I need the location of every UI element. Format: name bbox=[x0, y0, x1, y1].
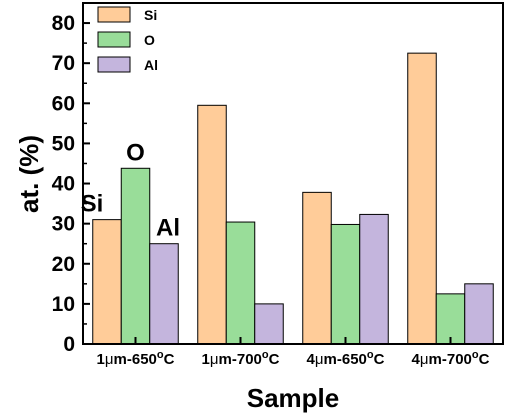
bar-o-2 bbox=[225, 221, 256, 345]
x-tick-label: 1μm-650oC bbox=[97, 349, 175, 368]
bar-al-3 bbox=[359, 213, 389, 345]
annotation-al: Al bbox=[156, 215, 180, 242]
x-axis-title: Sample bbox=[247, 383, 340, 413]
annotation-si: Si bbox=[81, 191, 104, 218]
y-tick-label: 40 bbox=[52, 173, 75, 196]
bar-o-1 bbox=[120, 167, 151, 345]
annotation-o: O bbox=[126, 139, 145, 166]
y-tick-label: 60 bbox=[52, 92, 75, 115]
bars-layer bbox=[92, 52, 494, 345]
y-tick-label: 0 bbox=[63, 333, 75, 356]
legend-swatch-o bbox=[97, 31, 131, 48]
bar-al-2 bbox=[254, 303, 284, 345]
y-tick-label: 80 bbox=[52, 12, 75, 35]
legend-label-o: O bbox=[144, 32, 155, 48]
x-tick-label: 4μm-700oC bbox=[412, 349, 490, 368]
bar-al-4 bbox=[464, 283, 494, 345]
legend-swatch-al bbox=[97, 56, 131, 73]
bar-si-3 bbox=[302, 191, 332, 345]
bar-o-4 bbox=[435, 293, 466, 345]
y-tick-label: 10 bbox=[52, 293, 75, 316]
y-axis-title: at. (%) bbox=[14, 135, 44, 213]
legend-swatch-si bbox=[97, 6, 131, 23]
legend-label-al: Al bbox=[144, 57, 158, 73]
bar-si-2 bbox=[197, 104, 227, 345]
bar-o-3 bbox=[330, 223, 361, 345]
x-tick-label: 4μm-650oC bbox=[307, 349, 385, 368]
y-tick-label: 50 bbox=[52, 132, 75, 155]
plot-frame bbox=[82, 2, 504, 345]
annotations-layer: Si O Al bbox=[81, 139, 180, 241]
y-tick-label: 30 bbox=[52, 213, 75, 236]
x-axis: 1μm-650oC 1μm-700oC 4μm-650oC 4μm-700oC bbox=[97, 337, 490, 368]
bar-al-1 bbox=[149, 243, 179, 345]
legend: Si O Al bbox=[97, 6, 158, 73]
bar-si-1 bbox=[92, 219, 122, 345]
bar-si-4 bbox=[407, 52, 437, 345]
y-tick-label: 70 bbox=[52, 52, 75, 75]
y-axis: 0 10 20 30 40 50 60 70 80 bbox=[52, 12, 90, 356]
legend-label-si: Si bbox=[144, 7, 157, 23]
y-tick-label: 20 bbox=[52, 253, 75, 276]
x-tick-label: 1μm-700oC bbox=[202, 349, 280, 368]
